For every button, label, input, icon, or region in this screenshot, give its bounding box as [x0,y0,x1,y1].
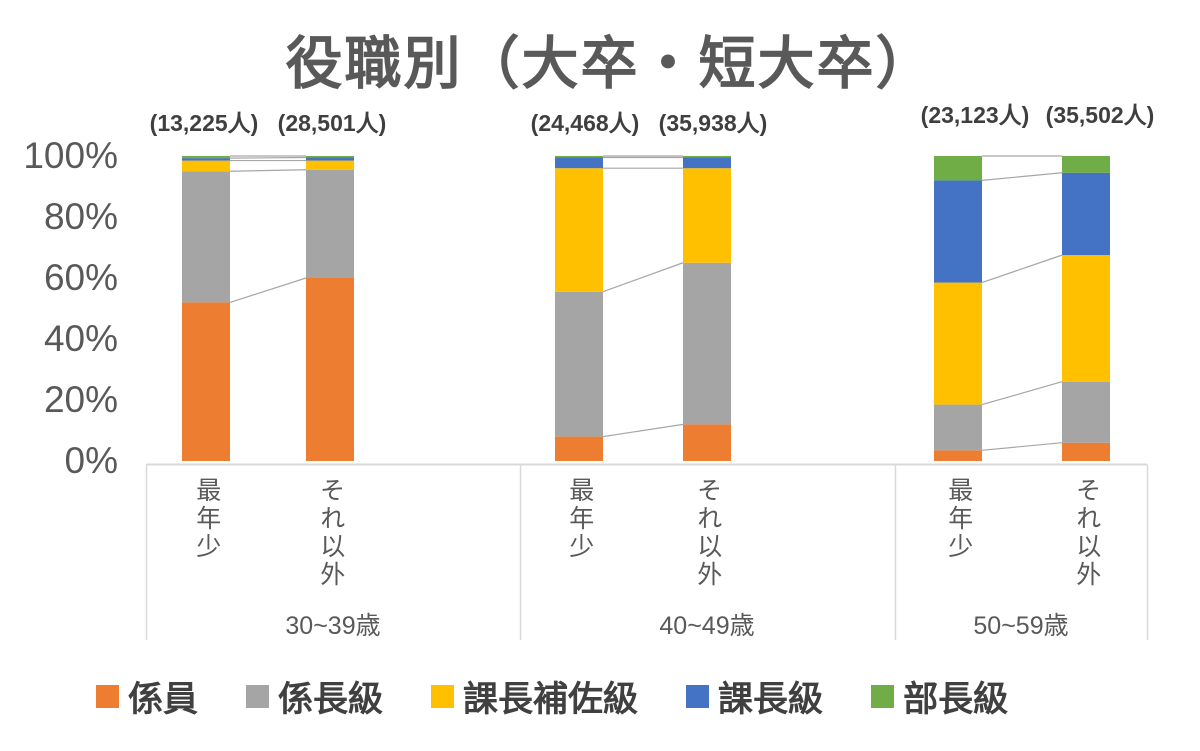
bar-segment-係員 [1062,442,1110,461]
bar-segment-係長級 [1062,381,1110,443]
series-connector-line [602,262,684,293]
series-connector-line [981,381,1063,406]
series-connector-line [981,172,1063,181]
series-connector-line [229,277,307,303]
bar-segment-係員 [934,450,982,461]
legend-label: 係長級 [278,679,384,719]
y-axis-tick-label: 0% [64,440,118,481]
bar-segment-係長級 [683,262,731,425]
bar-segment-課長補佐級 [306,160,354,170]
bar-count-label: (23,123人) [920,102,1030,128]
y-axis-tick-label: 100% [23,135,118,176]
chart-title: 役職別（大卒・短大卒） [285,32,935,96]
bar-segment-部長級 [1062,156,1110,173]
legend-swatch-icon [871,684,895,708]
bar-segment-課長級 [1062,172,1110,256]
category-label: それ以外 [693,477,722,589]
legend-label: 係員 [128,679,199,719]
bar-count-label: (35,938人) [658,110,768,136]
bar-segment-課長級 [934,180,982,283]
legend-label: 課長補佐級 [463,679,639,719]
legend-item: 課長補佐級 [431,671,638,722]
legend-item: 部長級 [871,671,1008,722]
y-axis-tick-label: 80% [43,196,118,237]
bar-segment-係長級 [555,291,603,437]
legend-label: 部長級 [903,679,1009,719]
legend-swatch-icon [431,684,455,708]
bar-segment-部長級 [934,156,982,181]
category-label: それ以外 [316,477,345,589]
age-group-label: 40~49歳 [659,612,755,640]
bar-segment-課長補佐級 [555,168,603,292]
series-connector-line [981,254,1063,284]
series-connector-line [229,156,307,159]
legend-label: 課長級 [718,679,824,719]
bar-segment-係員 [306,278,354,461]
bar-count-label: (35,502人) [1045,102,1155,128]
bar-segment-課長補佐級 [683,168,731,263]
chart-legend: 係員 係長級 課長補佐級 課長級 部長級 [96,668,1008,724]
legend-swatch-icon [686,684,710,708]
bar-segment-部長級 [306,156,354,158]
series-connector-line [981,442,1063,451]
category-label: 最年少 [944,477,973,561]
legend-item: 係長級 [246,671,383,722]
bar-segment-課長補佐級 [934,282,982,405]
bar-segment-課長級 [555,157,603,169]
legend-swatch-icon [246,684,270,708]
bar-segment-課長級 [683,157,731,169]
bar-count-label: (28,501人) [277,110,387,136]
legend-item: 課長級 [686,671,823,722]
legend-swatch-icon [96,684,119,708]
y-axis-tick-label: 20% [43,379,118,420]
bar-segment-係員 [683,424,731,461]
bar-segment-係員 [555,436,603,461]
bar-segment-係長級 [934,404,982,451]
legend-item: 係員 [96,671,198,722]
y-axis-tick-label: 60% [43,257,118,298]
bar-segment-係長級 [182,171,230,303]
category-label: それ以外 [1072,477,1101,589]
y-axis-tick-label: 40% [43,318,118,359]
series-connector-line [229,169,307,172]
bar-segment-部長級 [683,156,731,158]
category-label: 最年少 [192,477,221,561]
bar-segment-部長級 [182,156,230,159]
bar-segment-係員 [182,302,230,461]
bar-segment-課長級 [182,158,230,161]
bar-segment-係長級 [306,169,354,278]
category-label: 最年少 [565,477,594,561]
bar-count-label: (13,225人) [149,110,259,136]
bar-segment-課長級 [306,157,354,161]
age-group-label: 30~39歳 [285,612,381,640]
bar-segment-部長級 [555,156,603,158]
bar-segment-課長補佐級 [182,160,230,172]
bar-count-label: (24,468人) [530,110,640,136]
bar-segment-課長補佐級 [1062,255,1110,382]
series-connector-line [602,423,684,438]
age-group-label: 50~59歳 [973,612,1069,640]
